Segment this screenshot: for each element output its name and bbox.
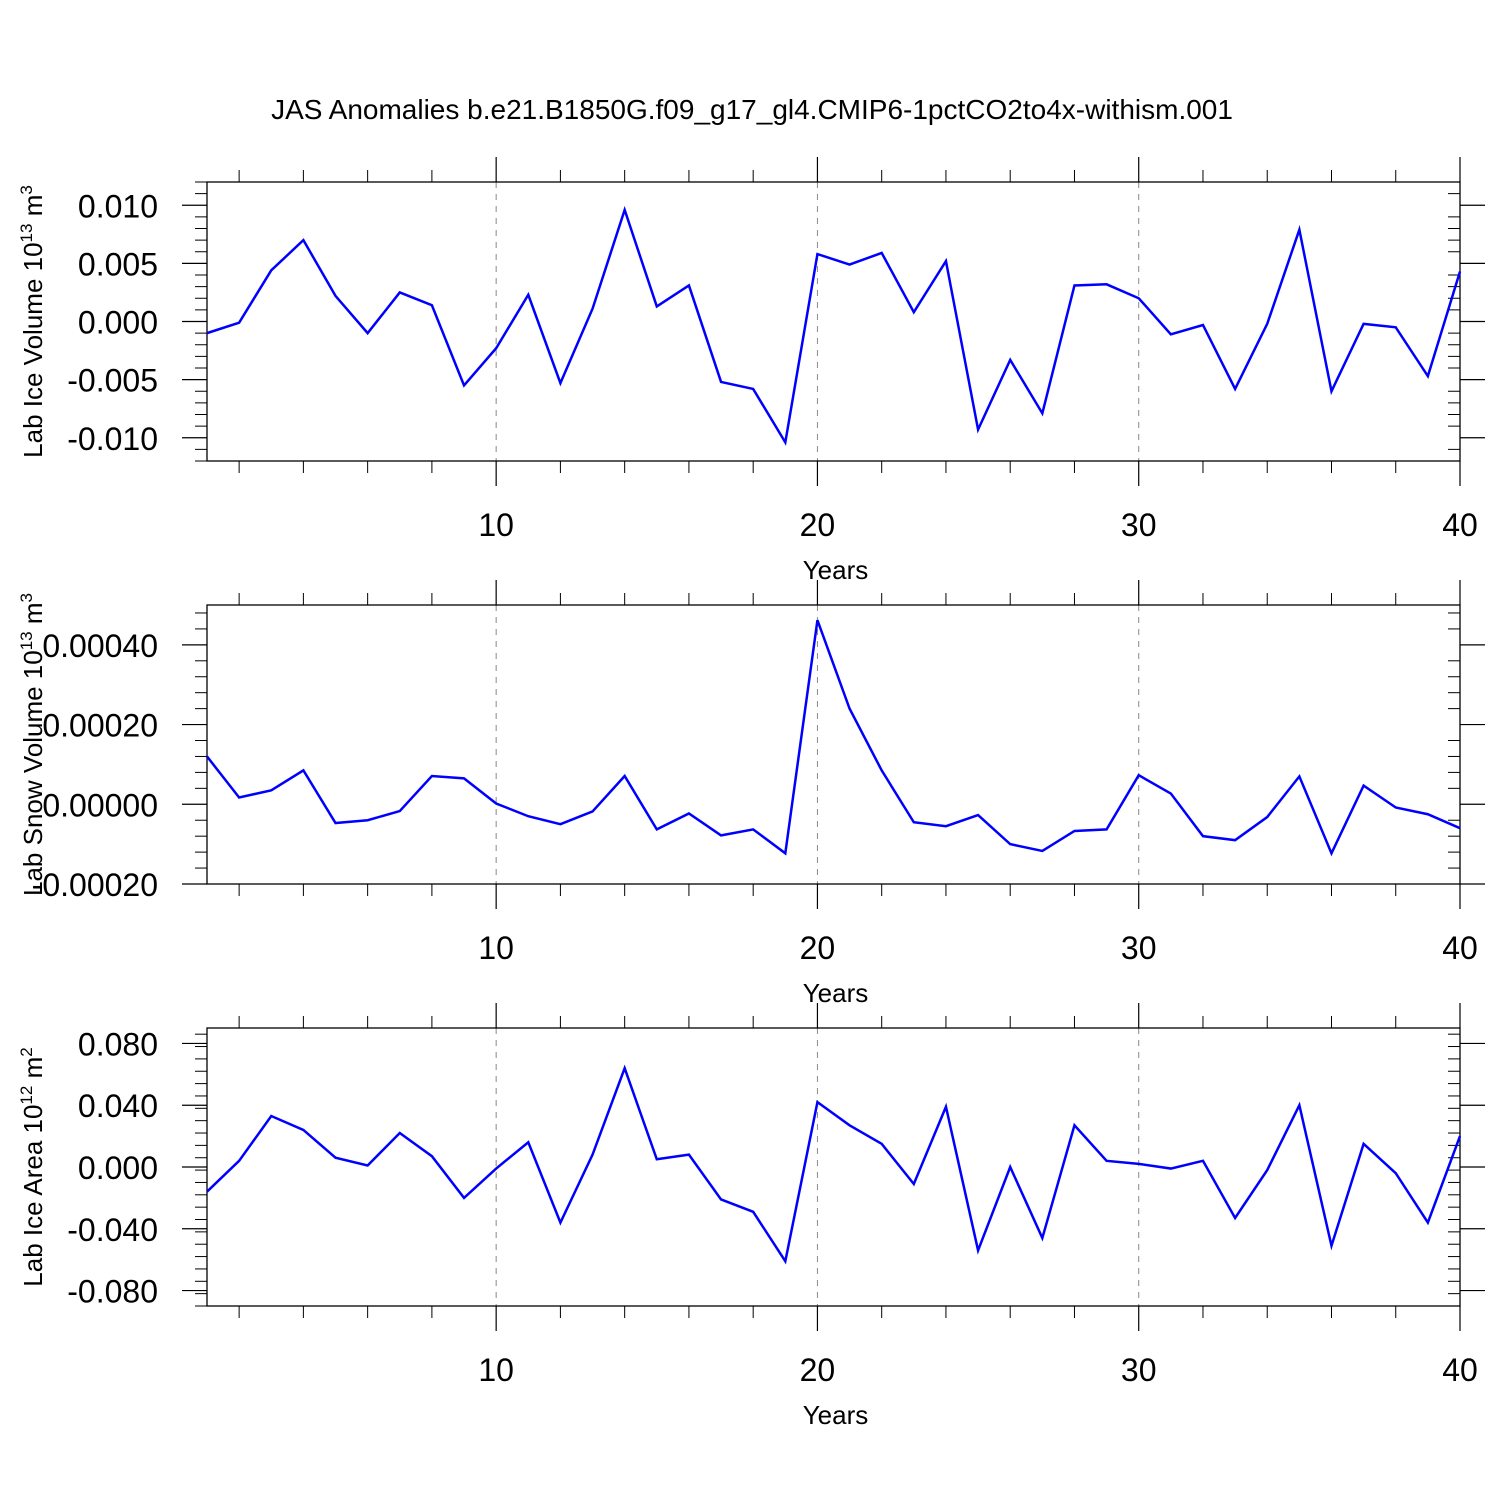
y-axis-label-superscript: 12 — [17, 1086, 36, 1105]
x-tick-label: 10 — [478, 507, 514, 543]
panel-1: 10 20 30 40 -0.010 -0.005 0.000 0.005 0.010 Years… — [17, 157, 1485, 585]
x-axis-label: Years — [803, 1400, 869, 1430]
x-axis-label: Years — [803, 978, 869, 1008]
y-axis-label-part: Lab Ice Volume 10 — [18, 242, 48, 457]
y-tick-label: -0.080 — [67, 1274, 158, 1310]
y-axis-label-superscript: 3 — [17, 593, 36, 602]
x-axis-label: Years — [803, 555, 869, 585]
y-axis-label: Lab Ice Volume 1013 m3 — [17, 185, 48, 458]
x-tick-label: 20 — [800, 1352, 836, 1388]
panel-3: 10 20 30 40 -0.080 -0.040 0.000 0.040 0.080 Years… — [17, 1003, 1485, 1430]
panel-2: 10 20 30 40 -0.00020 0.00000 0.00020 0.00040 Yea… — [17, 580, 1485, 1008]
y-tick-label: 0.080 — [78, 1026, 158, 1062]
y-axis-label-part: Lab Snow Volume 10 — [18, 650, 48, 896]
y-axis-label-part: Lab Ice Area 10 — [18, 1105, 48, 1287]
x-tick-label: 20 — [800, 507, 836, 543]
y-tick-label: 0.005 — [78, 246, 158, 282]
x-tick-label: 30 — [1121, 507, 1157, 543]
y-tick-label: -0.040 — [67, 1212, 158, 1248]
y-tick-label: 0.000 — [78, 1150, 158, 1186]
series-line — [206, 619, 1461, 857]
y-tick-label: 0.00000 — [42, 787, 158, 823]
chart-title: JAS Anomalies b.e21.B1850G.f09_g17_gl4.C… — [271, 94, 1233, 125]
x-tick-label: 30 — [1121, 1352, 1157, 1388]
series-line — [206, 1064, 1462, 1265]
y-axis-label: Lab Snow Volume 1013 m3 — [17, 593, 48, 896]
y-axis-label-superscript: 13 — [17, 631, 36, 650]
y-tick-label: -0.010 — [67, 421, 158, 457]
y-tick-label: 0.00020 — [42, 708, 158, 744]
x-tick-label: 40 — [1442, 507, 1478, 543]
y-tick-label: 0.000 — [78, 305, 158, 341]
plot-frame — [206, 604, 1461, 885]
panels-group: 10 20 30 40 -0.010 -0.005 0.000 0.005 0.010 Years… — [17, 157, 1485, 1430]
y-axis-label-superscript: 3 — [17, 185, 36, 194]
plot-frame — [206, 1027, 1461, 1307]
series-line — [206, 205, 1462, 446]
x-tick-label: 10 — [478, 1352, 514, 1388]
y-axis-label-part: m — [18, 1057, 48, 1086]
x-tick-label: 30 — [1121, 930, 1157, 966]
x-tick-label: 40 — [1442, 930, 1478, 966]
y-axis-label: Lab Ice Area 1012 m2 — [17, 1047, 48, 1286]
x-tick-label: 10 — [478, 930, 514, 966]
y-tick-label: -0.00020 — [32, 867, 158, 903]
y-axis-label-superscript: 13 — [17, 224, 36, 243]
y-axis-label-superscript: 2 — [17, 1047, 36, 1056]
x-tick-label: 20 — [800, 930, 836, 966]
y-tick-label: 0.010 — [78, 188, 158, 224]
x-tick-label: 40 — [1442, 1352, 1478, 1388]
y-tick-label: -0.005 — [67, 363, 158, 399]
y-axis-label-part: m — [18, 195, 48, 224]
y-tick-label: 0.040 — [78, 1088, 158, 1124]
y-axis-label-part: m — [18, 602, 48, 631]
y-tick-label: 0.00040 — [42, 628, 158, 664]
plot-frame — [206, 181, 1461, 462]
